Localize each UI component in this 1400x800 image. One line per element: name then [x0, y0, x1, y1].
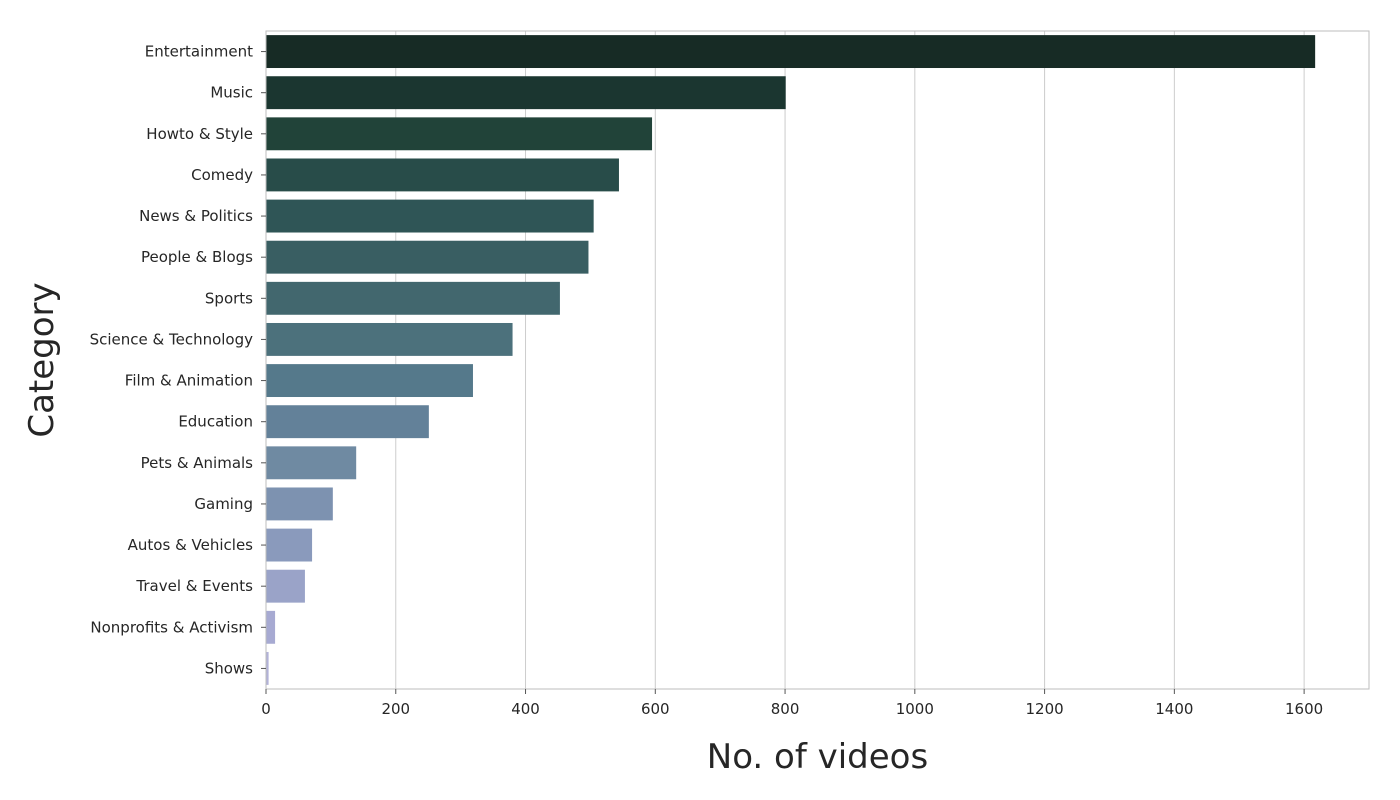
plot-frame	[265, 30, 1370, 690]
x-tick-label: 1000	[896, 700, 934, 718]
bar	[266, 651, 269, 685]
category-label: Entertainment	[145, 43, 253, 61]
x-tick-label: 1600	[1285, 700, 1323, 718]
category-label: Howto & Style	[146, 125, 253, 143]
category-label: Film & Animation	[125, 372, 253, 390]
x-tick-label: 1400	[1155, 700, 1193, 718]
bar	[266, 569, 305, 603]
category-label: Comedy	[191, 166, 253, 184]
bar	[266, 610, 276, 644]
category-label: Nonprofits & Activism	[90, 618, 253, 636]
category-label: News & Politics	[139, 207, 253, 225]
x-tick-label: 200	[381, 700, 410, 718]
category-label: Science & Technology	[90, 330, 254, 348]
bar	[266, 76, 786, 110]
x-axis-ticks: 0 200 400 600 800 1000 1200 1400 1600	[261, 689, 1323, 718]
y-axis-title: Category	[22, 282, 62, 437]
bars	[266, 35, 1316, 685]
x-tick-label: 0	[261, 700, 271, 718]
y-axis-ticks: Entertainment Music Howto & Style Comedy New…	[90, 43, 266, 677]
category-label: Music	[210, 84, 253, 102]
x-tick-label: 800	[771, 700, 800, 718]
category-label: Sports	[205, 289, 253, 307]
bar	[266, 528, 313, 562]
category-label: Travel & Events	[135, 577, 253, 595]
bar	[266, 199, 594, 233]
category-label: Pets & Animals	[141, 454, 254, 472]
x-axis-title: No. of videos	[707, 737, 928, 777]
category-label: Autos & Vehicles	[128, 536, 254, 554]
bar	[266, 322, 513, 356]
category-label: Shows	[205, 659, 253, 677]
bar	[266, 487, 333, 521]
bar	[266, 240, 589, 274]
category-label: Gaming	[194, 495, 253, 513]
bar	[266, 446, 357, 480]
bar	[266, 35, 1316, 69]
category-label: People & Blogs	[141, 248, 253, 266]
bar	[266, 405, 429, 439]
x-tick-label: 400	[511, 700, 540, 718]
bar	[266, 117, 653, 151]
category-label: Education	[178, 413, 253, 431]
bar	[266, 158, 619, 192]
bar	[266, 281, 560, 315]
x-tick-label: 600	[641, 700, 670, 718]
bar	[266, 364, 473, 398]
x-tick-label: 1200	[1025, 700, 1063, 718]
